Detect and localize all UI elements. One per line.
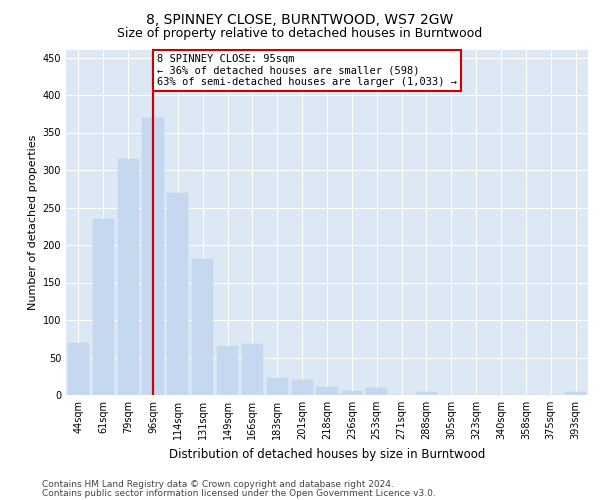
Bar	[167, 192, 188, 395]
Bar	[341, 390, 362, 395]
Bar	[316, 387, 338, 395]
Bar	[366, 388, 387, 395]
Bar	[192, 258, 213, 395]
Bar	[565, 392, 586, 395]
Bar	[217, 346, 238, 395]
Bar	[292, 380, 313, 395]
Text: 8 SPINNEY CLOSE: 95sqm
← 36% of detached houses are smaller (598)
63% of semi-de: 8 SPINNEY CLOSE: 95sqm ← 36% of detached…	[157, 54, 457, 87]
Bar	[267, 378, 288, 395]
Bar	[93, 219, 114, 395]
Bar	[565, 392, 586, 395]
Bar	[217, 346, 238, 395]
Bar	[242, 344, 263, 395]
Bar	[68, 342, 89, 395]
Text: Size of property relative to detached houses in Burntwood: Size of property relative to detached ho…	[118, 28, 482, 40]
Bar	[366, 388, 387, 395]
Bar	[68, 342, 89, 395]
Bar	[416, 392, 437, 395]
Bar	[267, 378, 288, 395]
Y-axis label: Number of detached properties: Number of detached properties	[28, 135, 38, 310]
Bar	[341, 390, 362, 395]
Bar	[167, 192, 188, 395]
Bar	[142, 118, 164, 395]
Bar	[118, 159, 139, 395]
Bar	[142, 118, 164, 395]
X-axis label: Distribution of detached houses by size in Burntwood: Distribution of detached houses by size …	[169, 448, 485, 460]
Bar	[292, 380, 313, 395]
Bar	[316, 387, 338, 395]
Bar	[416, 392, 437, 395]
Text: 8, SPINNEY CLOSE, BURNTWOOD, WS7 2GW: 8, SPINNEY CLOSE, BURNTWOOD, WS7 2GW	[146, 12, 454, 26]
Text: Contains public sector information licensed under the Open Government Licence v3: Contains public sector information licen…	[42, 488, 436, 498]
Text: Contains HM Land Registry data © Crown copyright and database right 2024.: Contains HM Land Registry data © Crown c…	[42, 480, 394, 489]
Bar	[242, 344, 263, 395]
Bar	[93, 219, 114, 395]
Bar	[192, 258, 213, 395]
Bar	[118, 159, 139, 395]
